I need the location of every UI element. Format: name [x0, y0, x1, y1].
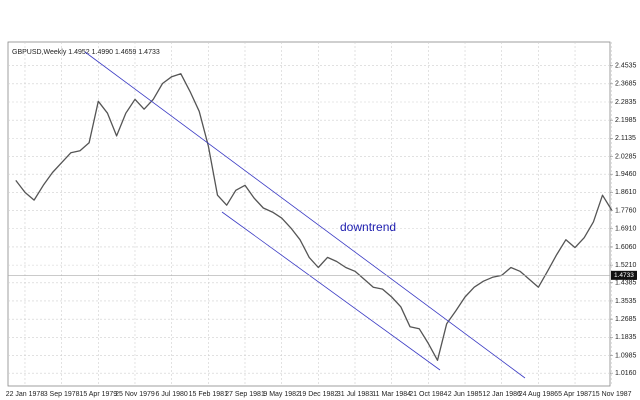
y-tick-label: 1.4385: [615, 280, 637, 287]
x-tick-label: 27 Sep 1981: [225, 391, 265, 398]
x-tick-label: 22 Jan 1978: [6, 391, 45, 398]
x-tick-label: 31 Jul 1983: [337, 391, 373, 398]
x-tick-label: 11 Mar 1984: [372, 391, 411, 398]
trend-line-lower: [221, 211, 441, 371]
x-tick-label: 25 Nov 1979: [115, 391, 155, 398]
y-tick-label: 1.9460: [615, 171, 637, 178]
x-tick-label: 2 Jun 1985: [448, 391, 483, 398]
y-tick-label: 1.6910: [615, 226, 637, 233]
y-tick-label: 2.4535: [615, 62, 637, 69]
last-price-label: 1.4733: [614, 272, 634, 279]
y-tick-label: 1.5210: [615, 262, 637, 269]
x-tick-label: 15 Apr 1979: [79, 391, 117, 398]
y-tick-label: 2.1985: [615, 117, 637, 124]
y-tick-label: 1.0985: [615, 352, 637, 359]
y-tick-label: 2.3685: [615, 81, 637, 88]
x-tick-label: 5 Apr 1987: [558, 391, 592, 398]
y-tick-label: 1.6060: [615, 244, 637, 251]
y-tick-label: 1.3535: [615, 298, 637, 305]
x-tick-label: 15 Feb 1981: [189, 391, 228, 398]
x-tick-label: 21 Oct 1984: [409, 391, 447, 398]
annotation: downtrend: [340, 220, 396, 234]
y-tick-label: 1.8610: [615, 189, 637, 196]
y-tick-label: 2.0285: [615, 153, 637, 160]
y-tick-label: 1.1835: [615, 334, 637, 341]
x-tick-label: 9 May 1982: [263, 391, 300, 398]
x-tick-label: 19 Dec 1982: [298, 391, 338, 398]
x-tick-label: 24 Aug 1986: [519, 391, 558, 398]
x-tick-label: 3 Sep 1978: [44, 391, 80, 398]
y-tick-label: 1.2685: [615, 316, 637, 323]
y-tick-label: 2.2835: [615, 99, 637, 106]
x-tick-label: 12 Jan 1986: [482, 391, 521, 398]
y-tick-label: 2.1135: [615, 135, 636, 142]
x-tick-label: 15 Nov 1987: [592, 391, 632, 398]
plot-frame: [7, 41, 611, 387]
trend-line-upper: [84, 51, 526, 379]
y-tick-label: 1.7760: [615, 207, 637, 214]
last-price-box: [611, 270, 637, 280]
y-tick-label: 1.0160: [615, 370, 637, 377]
x-tick-label: 6 Jul 1980: [155, 391, 187, 398]
price-line: [15, 73, 613, 361]
